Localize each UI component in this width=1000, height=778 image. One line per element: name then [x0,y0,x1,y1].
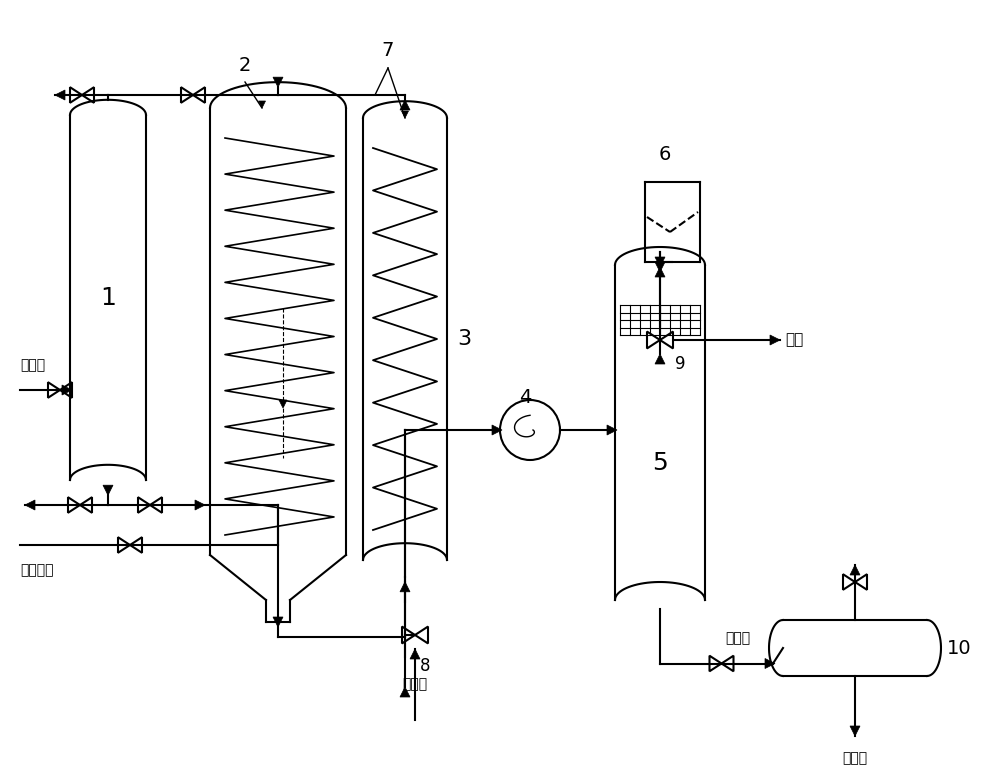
Polygon shape [850,726,860,736]
Polygon shape [850,565,860,575]
Polygon shape [410,649,420,659]
Text: 1: 1 [100,286,116,310]
Text: 7: 7 [382,41,394,60]
Polygon shape [400,582,410,592]
Text: 锅炉水: 锅炉水 [20,358,45,372]
Polygon shape [103,485,113,496]
Polygon shape [273,77,283,87]
Text: 8: 8 [420,657,430,675]
Polygon shape [655,262,665,272]
Text: 粗甲醇: 粗甲醇 [725,632,750,646]
Text: 2: 2 [239,56,251,75]
Text: 格甲醇: 格甲醇 [842,751,868,765]
Polygon shape [402,111,409,118]
Polygon shape [400,100,410,110]
Text: 开工蒸汽: 开工蒸汽 [20,563,54,577]
Polygon shape [655,257,665,267]
Polygon shape [273,617,283,627]
Polygon shape [258,101,266,108]
Text: 5: 5 [652,450,668,475]
Text: 10: 10 [947,639,972,657]
Polygon shape [765,658,775,668]
Text: 9: 9 [675,355,686,373]
Polygon shape [195,500,205,510]
Polygon shape [62,385,72,395]
Text: 6: 6 [659,145,671,164]
Polygon shape [655,267,665,277]
Polygon shape [492,425,502,435]
Text: 3: 3 [457,329,471,349]
Polygon shape [607,425,617,435]
Polygon shape [655,354,665,364]
Text: 气体: 气体 [785,332,803,348]
Polygon shape [279,400,287,408]
Polygon shape [770,335,780,345]
Polygon shape [400,687,410,697]
Text: 4: 4 [519,388,531,407]
Text: 合成气: 合成气 [402,677,428,691]
Polygon shape [55,90,65,100]
Polygon shape [25,500,35,510]
